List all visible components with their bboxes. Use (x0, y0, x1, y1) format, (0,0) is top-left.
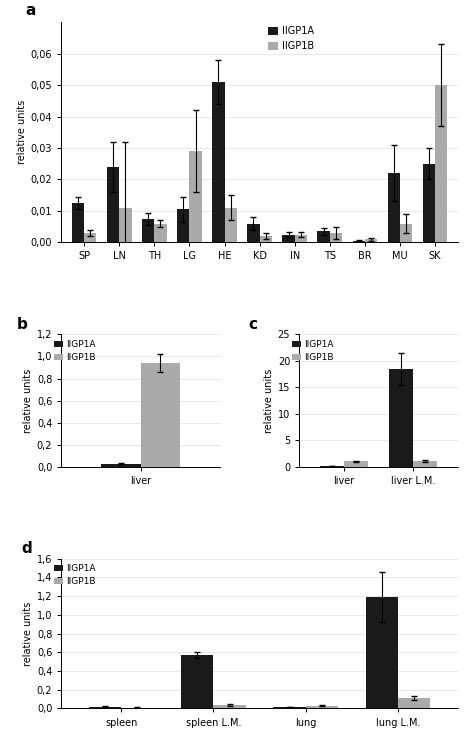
Bar (247, 224, 260, 242)
Text: b: b (17, 317, 28, 332)
Bar (84, 233, 96, 242)
Bar (389, 369, 413, 466)
Bar (107, 167, 119, 242)
Bar (181, 655, 213, 708)
Bar (225, 208, 237, 242)
Bar (154, 224, 167, 242)
Legend: IIGP1A, IIGP1B: IIGP1A, IIGP1B (50, 560, 100, 590)
Text: a: a (25, 3, 36, 18)
Y-axis label: relative units: relative units (263, 368, 274, 432)
Bar (423, 164, 435, 242)
Y-axis label: relative units: relative units (17, 100, 26, 165)
Legend: IIGP1A, IIGP1B: IIGP1A, IIGP1B (264, 23, 318, 55)
Bar (213, 705, 246, 708)
Bar (72, 203, 84, 242)
Text: c: c (248, 317, 258, 332)
Bar (388, 173, 400, 242)
Bar (344, 461, 368, 466)
Bar (400, 224, 412, 242)
Bar (295, 235, 307, 242)
Bar (398, 698, 430, 708)
Y-axis label: relative units: relative units (23, 368, 33, 432)
Bar (353, 241, 365, 242)
Bar (318, 232, 330, 242)
Bar (413, 461, 437, 466)
Bar (141, 363, 180, 466)
Bar (366, 597, 398, 708)
Text: d: d (22, 541, 33, 556)
Bar (365, 239, 377, 242)
Bar (101, 464, 141, 466)
Bar (330, 233, 342, 242)
Bar (212, 82, 225, 242)
Bar (177, 210, 189, 242)
Bar (282, 235, 295, 242)
Bar (89, 706, 121, 708)
Bar (306, 706, 338, 708)
Legend: IIGP1A, IIGP1B: IIGP1A, IIGP1B (288, 337, 337, 366)
Y-axis label: relative units: relative units (23, 601, 33, 666)
Bar (142, 218, 154, 242)
Bar (189, 151, 202, 242)
Bar (435, 85, 447, 242)
Bar (273, 707, 306, 708)
Bar (260, 236, 272, 242)
Bar (119, 208, 132, 242)
Legend: IIGP1A, IIGP1B: IIGP1A, IIGP1B (50, 337, 100, 366)
